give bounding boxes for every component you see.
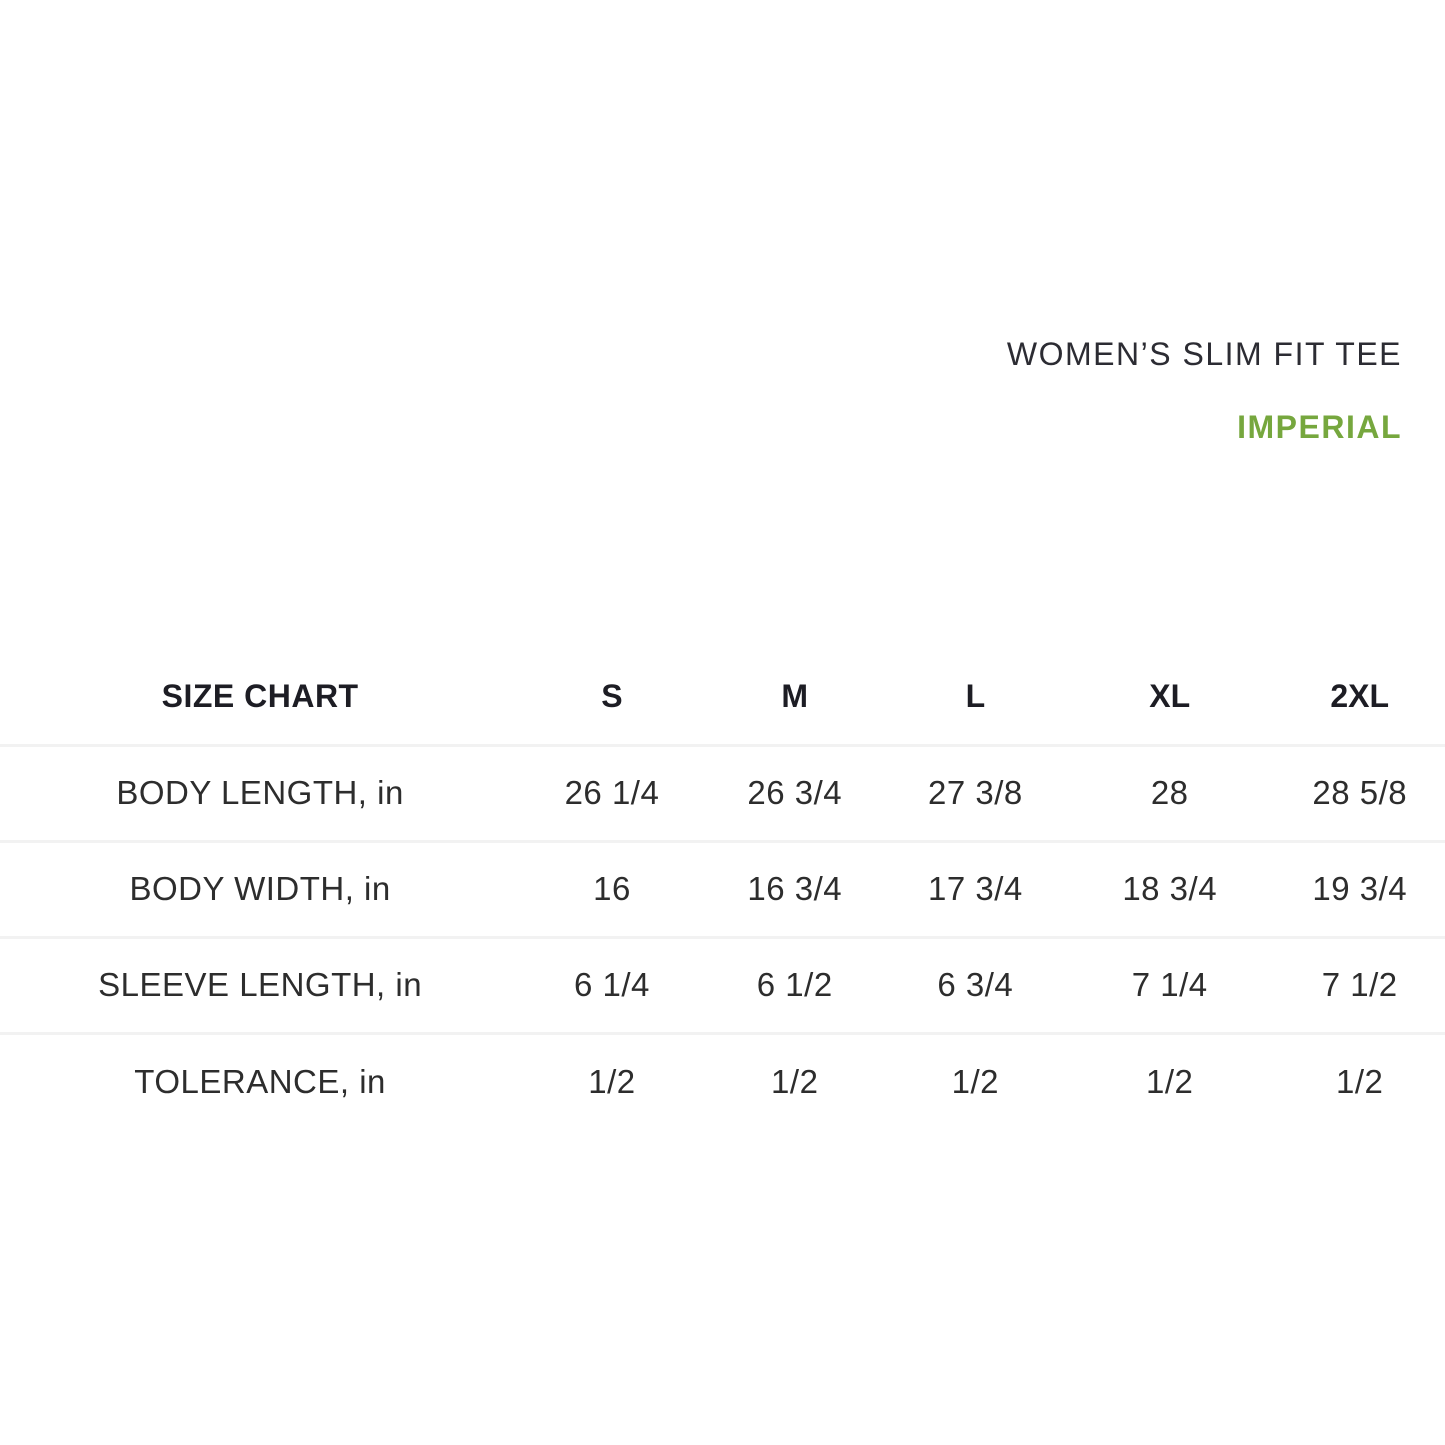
column-header-2xl: 2XL <box>1330 678 1390 715</box>
size-cell: 17 3/4 <box>927 870 1023 907</box>
column-header-xl: XL <box>1149 678 1191 715</box>
size-cell: 16 <box>593 870 631 907</box>
size-cell: 27 3/8 <box>927 774 1023 811</box>
size-cell: 7 1/2 <box>1321 966 1398 1003</box>
table-row-body-width: BODY WIDTH, in 16 16 3/4 17 3/4 18 3/4 1… <box>0 841 1445 937</box>
row-label: BODY WIDTH, in <box>129 870 391 907</box>
size-cell: 1/2 <box>951 1062 1000 1100</box>
table-row-body-length: BODY LENGTH, in 26 1/4 26 3/4 27 3/8 28 … <box>0 745 1445 841</box>
column-header-s: S <box>601 678 623 715</box>
row-label: TOLERANCE, in <box>134 1062 386 1100</box>
column-header-l: L <box>965 678 986 715</box>
size-cell: 7 1/4 <box>1131 966 1208 1003</box>
size-cell: 1/2 <box>771 1062 819 1100</box>
size-cell: 1/2 <box>588 1062 636 1100</box>
size-cell: 6 3/4 <box>937 966 1014 1003</box>
table-row-sleeve-length: SLEEVE LENGTH, in 6 1/4 6 1/2 6 3/4 7 1/… <box>0 937 1445 1033</box>
row-label: SLEEVE LENGTH, in <box>98 966 423 1003</box>
units-label: IMPERIAL <box>1237 409 1402 445</box>
size-cell: 1/2 <box>1336 1062 1384 1100</box>
table-header-row: SIZE CHART S M L XL 2XL <box>0 650 1445 745</box>
size-cell: 6 1/2 <box>756 966 833 1003</box>
size-cell: 26 3/4 <box>747 774 843 811</box>
table-row-tolerance: TOLERANCE, in 1/2 1/2 1/2 1/2 1/2 <box>0 1033 1445 1129</box>
size-cell: 1/2 <box>1146 1062 1194 1100</box>
row-label: BODY LENGTH, in <box>116 774 404 811</box>
size-cell: 6 1/4 <box>574 966 650 1003</box>
size-cell: 18 3/4 <box>1122 870 1218 907</box>
size-cell: 26 1/4 <box>564 774 660 811</box>
column-header-m: M <box>781 678 809 715</box>
size-chart-table: SIZE CHART S M L XL 2XL BODY LENGTH, in … <box>0 650 1445 1129</box>
size-cell: 16 3/4 <box>747 870 843 907</box>
product-title: WOMEN’S SLIM FIT TEE <box>1006 336 1402 372</box>
size-chart-heading: SIZE CHART <box>161 678 359 715</box>
size-cell: 19 3/4 <box>1312 870 1408 907</box>
size-cell: 28 <box>1150 774 1189 811</box>
size-cell: 28 5/8 <box>1312 774 1408 811</box>
